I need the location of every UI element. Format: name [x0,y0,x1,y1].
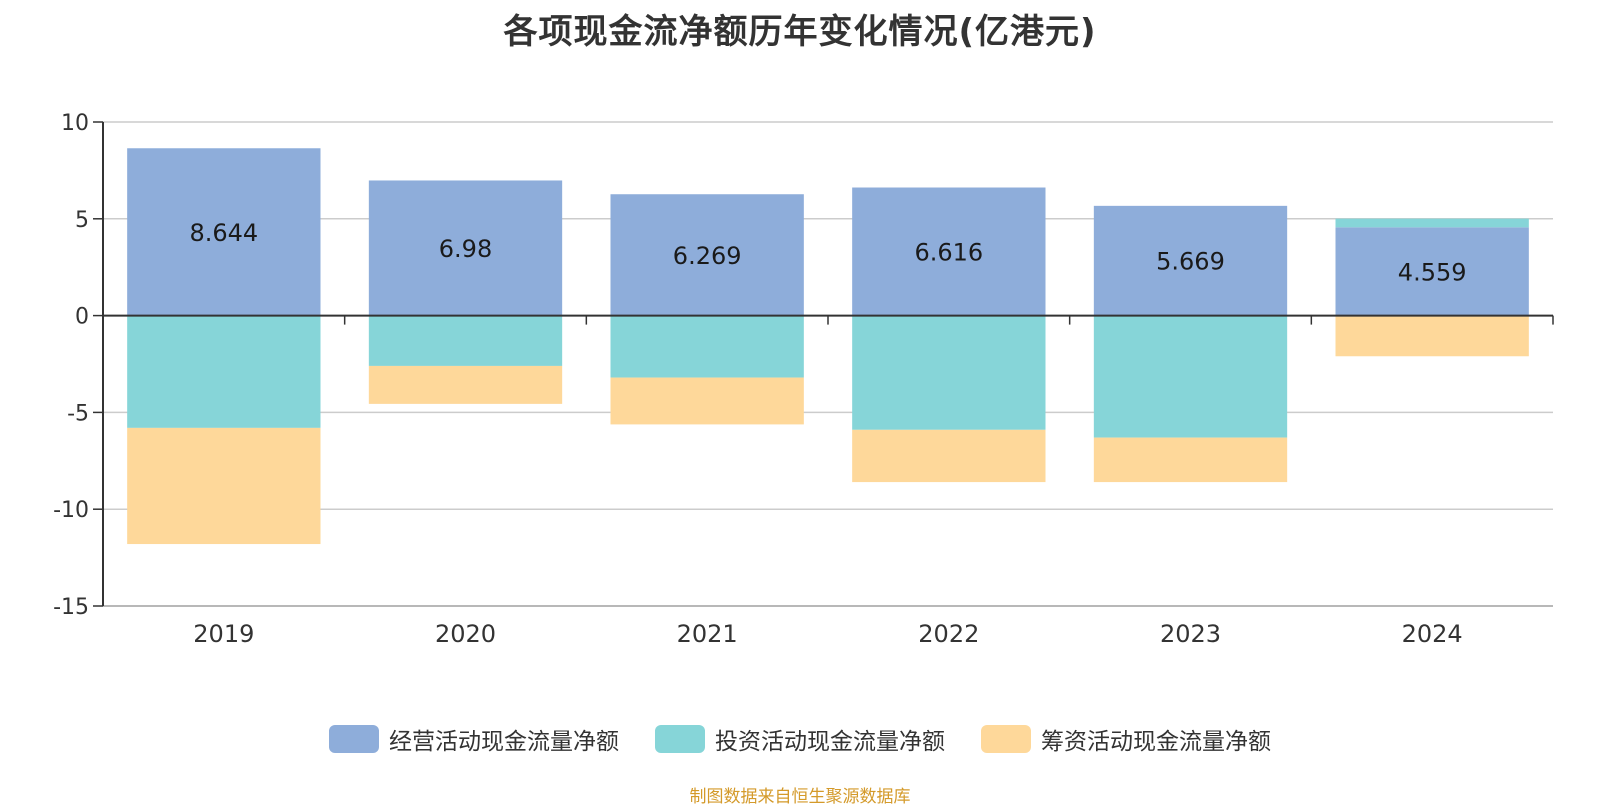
bar-investing[interactable] [1093,315,1288,438]
bar-financing[interactable] [368,365,563,404]
grid-lines [103,121,1553,607]
x-tick-label: 2022 [918,620,979,648]
x-tick-label: 2024 [1402,620,1463,648]
y-tick-label: 5 [75,208,89,233]
stacked-bar-chart: 10 5 0 -5 -10 -15 2019 2020 2021 2022 2023 2024 8.6… [53,111,1554,648]
data-label: 4.559 [1398,258,1467,286]
bar-financing[interactable] [610,377,804,425]
data-label: 5.669 [1156,248,1225,276]
legend-label-operating: 经营活动现金流量净额 [389,729,619,755]
legend-swatch-investing [655,725,705,753]
bar-financing[interactable] [852,429,1046,483]
y-tick-label: -15 [53,595,89,620]
data-label: 8.644 [189,219,258,247]
y-tick-label: 0 [75,305,89,330]
legend-item-operating[interactable]: 经营活动现金流量净额 [329,722,619,756]
legend-swatch-operating [329,725,379,753]
legend-swatch-financing [981,725,1031,753]
bar-investing[interactable] [368,315,563,366]
data-labels: 8.644 6.98 6.269 6.616 5.669 4.559 [189,219,1466,287]
y-tick-label: 10 [61,111,89,136]
bar-investing[interactable] [127,315,321,428]
bar-financing[interactable] [127,427,321,545]
data-label: 6.269 [673,242,742,270]
x-tick-label: 2020 [435,620,496,648]
bar-operating[interactable] [1093,205,1288,316]
bar-operating[interactable] [610,194,804,316]
y-tick-label: -10 [53,498,89,523]
x-tick-label: 2021 [677,620,738,648]
bar-investing[interactable] [610,315,804,378]
bar-financing[interactable] [1335,315,1529,357]
axes: 10 5 0 -5 -10 -15 2019 2020 2021 2022 2023 2024 [53,111,1554,648]
legend-item-financing[interactable]: 筹资活动现金流量净额 [981,722,1271,756]
chart-title: 各项现金流净额历年变化情况(亿港元) [503,12,1097,52]
bar-operating[interactable] [127,148,321,316]
bars [127,148,1529,545]
legend: 经营活动现金流量净额 投资活动现金流量净额 筹资活动现金流量净额 [0,722,1600,756]
legend-label-investing: 投资活动现金流量净额 [715,729,945,755]
bar-operating[interactable] [368,180,563,316]
legend-label-financing: 筹资活动现金流量净额 [1041,729,1271,755]
y-tick-label: -5 [67,401,89,426]
x-tick-label: 2019 [193,620,254,648]
x-tick-label: 2023 [1160,620,1221,648]
data-label: 6.616 [914,239,983,267]
bar-operating[interactable] [1335,227,1529,316]
bar-operating[interactable] [852,187,1046,316]
bar-investing[interactable] [852,315,1046,430]
bar-investing[interactable] [1335,218,1529,228]
data-label: 6.98 [439,235,492,263]
source-note: 制图数据来自恒生聚源数据库 [689,787,911,807]
bar-financing[interactable] [1093,437,1288,483]
legend-item-investing[interactable]: 投资活动现金流量净额 [655,722,945,756]
